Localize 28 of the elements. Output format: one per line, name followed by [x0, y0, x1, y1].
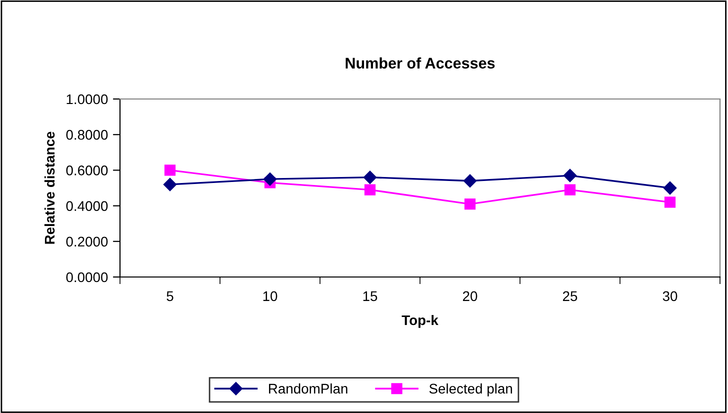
point — [164, 164, 176, 176]
x-tick-label: 5 — [166, 291, 174, 302]
chart-title: Number of Accesses — [346, 57, 495, 69]
legend-label: Selected plan — [429, 383, 512, 396]
x-tick-label: 30 — [662, 291, 678, 302]
point — [564, 184, 576, 196]
point — [463, 174, 477, 188]
point — [464, 198, 476, 210]
x-tick-label: 10 — [263, 291, 278, 302]
point — [163, 178, 177, 192]
point — [363, 170, 377, 184]
y-tick-label: 0.4000 — [66, 201, 108, 211]
point — [263, 172, 277, 186]
y-axis-title: Relative distance — [44, 132, 55, 244]
legend-label: RandomPlan — [269, 383, 348, 394]
y-tick-label: 1.0000 — [66, 94, 108, 104]
x-axis-title: Top-k — [402, 314, 438, 328]
y-tick-label: 0.6000 — [66, 166, 108, 176]
x-tick-label: 25 — [562, 291, 578, 302]
point — [563, 168, 577, 182]
y-tick-label: 0.2000 — [66, 236, 108, 247]
point — [663, 181, 677, 195]
point — [664, 196, 676, 208]
point — [364, 184, 376, 196]
x-tick-label: 20 — [462, 291, 478, 302]
x-tick-label: 15 — [363, 291, 378, 302]
y-tick-label: 0.8000 — [66, 130, 108, 140]
y-tick-label: 0.0000 — [66, 272, 108, 282]
